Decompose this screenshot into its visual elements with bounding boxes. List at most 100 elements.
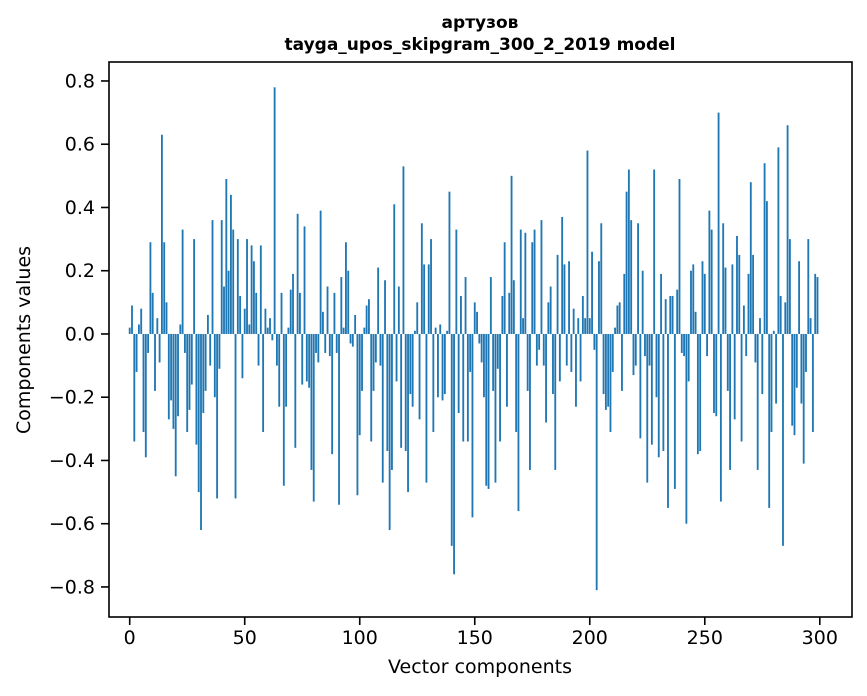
bar (535, 333, 538, 366)
bar (443, 333, 446, 395)
bar (489, 277, 492, 334)
bar (393, 204, 396, 334)
bar (292, 273, 294, 334)
bar (262, 333, 265, 432)
bar (770, 333, 773, 432)
bar (197, 333, 200, 493)
bar (547, 302, 550, 334)
bar (765, 201, 768, 334)
bar (713, 333, 715, 414)
bar (579, 333, 582, 382)
bar (469, 333, 472, 372)
bar (351, 333, 354, 347)
bar (738, 254, 741, 334)
bar (312, 333, 315, 502)
bar (322, 311, 324, 334)
bar (232, 229, 235, 334)
bar (230, 194, 232, 334)
bar (338, 333, 340, 505)
bar (388, 333, 391, 531)
bar (639, 333, 642, 439)
bar (462, 333, 465, 442)
y-tick-label: 0.4 (65, 197, 95, 219)
bar (685, 333, 688, 524)
bar (466, 333, 469, 442)
bar (561, 216, 564, 334)
bar (259, 245, 262, 334)
bar (786, 125, 789, 334)
bar (356, 333, 359, 496)
bar (602, 333, 605, 395)
bar (282, 333, 285, 486)
bar (653, 169, 656, 334)
bar (156, 318, 159, 334)
bar (188, 333, 191, 410)
bar (453, 333, 455, 575)
bar (446, 330, 449, 334)
bar (363, 327, 366, 334)
bar (319, 210, 322, 334)
bar (342, 327, 345, 334)
bar (512, 280, 515, 334)
bar (418, 333, 421, 420)
bar (759, 318, 761, 334)
bar (423, 264, 426, 334)
bar (784, 302, 787, 334)
y-tick-label: −0.2 (49, 387, 95, 409)
x-tick-label: 50 (233, 627, 257, 649)
bar (361, 333, 363, 391)
bar (733, 333, 736, 420)
bar (793, 333, 796, 436)
bar (814, 273, 817, 334)
bar (669, 296, 672, 334)
bar (494, 333, 497, 483)
bar (289, 289, 292, 334)
y-tick-label: −0.4 (49, 450, 95, 472)
bar (749, 182, 752, 334)
bar (581, 296, 584, 334)
bar (147, 333, 150, 353)
bar (170, 333, 173, 401)
bar (328, 333, 331, 357)
bar (239, 296, 242, 334)
bar (218, 333, 221, 369)
bar (308, 333, 311, 388)
bar (437, 333, 439, 398)
bar (395, 333, 398, 382)
bar (448, 191, 451, 334)
bar (183, 333, 186, 353)
bar (538, 333, 541, 350)
bar (434, 327, 437, 334)
bar (708, 210, 711, 334)
bar (802, 333, 805, 464)
bar (630, 220, 633, 334)
bar (160, 134, 163, 334)
bar (667, 333, 669, 508)
bar (331, 333, 334, 455)
bar (450, 333, 453, 546)
bar (699, 333, 702, 451)
bar (637, 223, 639, 334)
bar (782, 333, 784, 546)
bar (791, 333, 794, 426)
bar (552, 333, 554, 395)
bar (301, 333, 304, 385)
bar (549, 286, 552, 334)
bar (577, 318, 580, 334)
bar (340, 277, 343, 334)
bar (211, 220, 214, 334)
bar (460, 296, 462, 334)
bar (430, 239, 432, 334)
bar (506, 333, 508, 407)
bar (400, 333, 403, 448)
bar (524, 232, 527, 334)
bar (439, 324, 442, 334)
chart-subtitle: tayga_upos_skipgram_300_2_2019 model (285, 35, 676, 55)
bar (225, 179, 228, 334)
bar (333, 292, 336, 334)
bar (496, 333, 499, 369)
bar (616, 305, 619, 334)
bar (526, 333, 529, 391)
bar (595, 333, 598, 591)
y-tick-label: −0.6 (49, 513, 95, 535)
